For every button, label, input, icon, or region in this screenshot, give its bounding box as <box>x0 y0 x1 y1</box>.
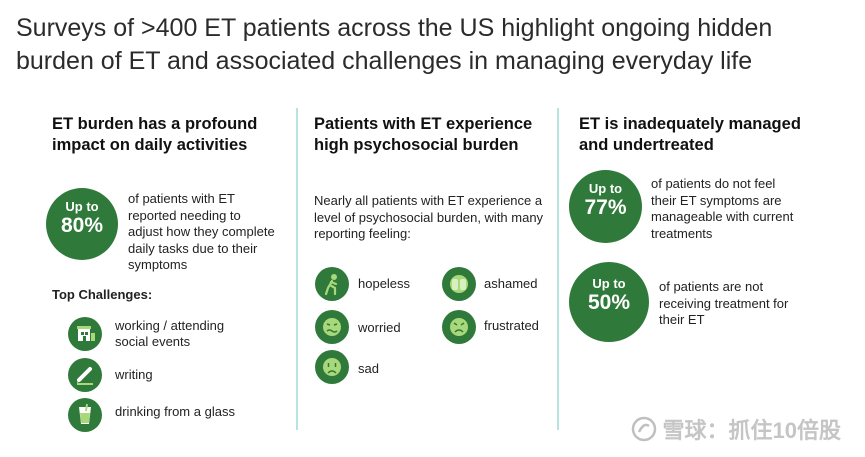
snowball-logo-icon <box>631 416 656 442</box>
column-divider-1 <box>296 108 298 430</box>
pencil-icon <box>68 358 102 392</box>
feeling-label-frustrated: frustrated <box>484 318 539 333</box>
feeling-label-worried: worried <box>358 320 401 335</box>
hopeless-icon <box>315 267 349 301</box>
col2-intro: Nearly all patients with ET experience a… <box>314 193 544 241</box>
col1-heading: ET burden has a profound impact on daily… <box>52 115 258 154</box>
challenge-label-2: writing <box>115 367 153 382</box>
stat-badge-77: Up to 77% <box>569 170 642 243</box>
glass-icon <box>68 398 102 432</box>
stat-badge-80: Up to 80% <box>46 188 118 260</box>
stat-badge-50: Up to 50% <box>569 262 649 342</box>
worried-icon <box>315 310 349 344</box>
challenge-label-3: drinking from a glass <box>115 404 235 419</box>
col3-heading: ET is inadequately managed and undertrea… <box>579 115 801 154</box>
stat-text-50: of patients are not receiving treatment … <box>659 279 789 327</box>
challenges-heading: Top Challenges: <box>52 287 153 302</box>
challenge-label-1: working / attending social events <box>115 318 225 349</box>
feeling-label-sad: sad <box>358 361 379 376</box>
feeling-label-ashamed: ashamed <box>484 276 538 291</box>
watermark: 雪球：抓住10倍股 <box>631 413 841 445</box>
sad-icon <box>315 350 349 384</box>
building-icon <box>68 317 102 351</box>
col2-heading: Patients with ET experience high psychos… <box>314 115 533 154</box>
stat-text-77: of patients do not feel their ET symptom… <box>651 176 794 241</box>
stat-text-80: of patients with ET reported needing to … <box>128 191 275 272</box>
title-line-2: burden of ET and associated challenges i… <box>16 47 753 75</box>
title-line-1: Surveys of >400 ET patients across the U… <box>16 14 773 42</box>
frustrated-icon <box>442 310 476 344</box>
page-title: Surveys of >400 ET patients across the U… <box>16 12 856 78</box>
column-divider-2 <box>557 108 559 430</box>
ashamed-icon <box>442 267 476 301</box>
watermark-text: 雪球：抓住10倍股 <box>662 418 841 443</box>
feeling-label-hopeless: hopeless <box>358 276 411 291</box>
